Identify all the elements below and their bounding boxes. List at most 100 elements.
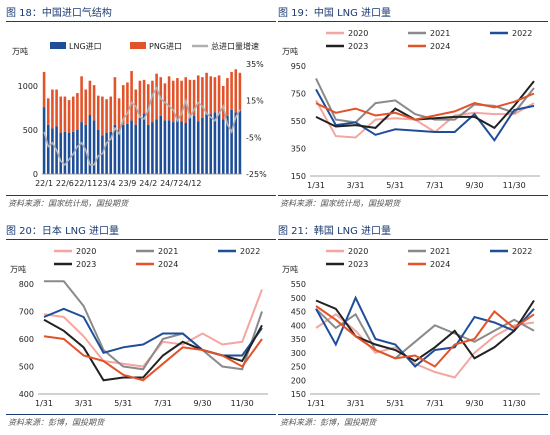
png-bar bbox=[221, 86, 225, 120]
lng-bar bbox=[46, 124, 50, 174]
legend-label: 2024 bbox=[430, 42, 450, 51]
series-line-2021 bbox=[315, 77, 535, 124]
x-tick-label: 5/31 bbox=[386, 181, 404, 190]
chart-china-gas-structure: 万吨 0 500 1000 35% 15% -5% -25% 22/1 22/6 22/11 23/4… bbox=[12, 41, 267, 188]
x-tick-label: 7/31 bbox=[426, 181, 444, 190]
legend-label: 2020 bbox=[348, 247, 368, 256]
y2-tick-label: -5% bbox=[246, 133, 262, 142]
panel-china-lng-import: 图 19：中国 LNG 进口量 万吨 150 350 550 750 950 1/31 3/3… bbox=[278, 4, 548, 214]
y-tick-label: 500 bbox=[19, 363, 34, 372]
lng-bar bbox=[163, 120, 167, 174]
series-line-2023 bbox=[315, 299, 535, 363]
lng-bar bbox=[226, 115, 229, 174]
x-tick-label: 3/31 bbox=[347, 181, 365, 190]
lng-bar bbox=[130, 120, 133, 174]
y-tick-label: 350 bbox=[291, 145, 306, 154]
lng-bar bbox=[96, 130, 100, 174]
png-bar bbox=[230, 71, 233, 110]
y-tick-label: 550 bbox=[291, 280, 306, 289]
y-tick-label: 500 bbox=[291, 294, 306, 303]
x-tick-label: 11/30 bbox=[231, 399, 254, 408]
x-tick-label: 24/7 bbox=[160, 179, 178, 188]
x-tick-label: 5/31 bbox=[386, 399, 404, 408]
legend-label: 2021 bbox=[430, 247, 450, 256]
png-bar bbox=[42, 71, 46, 108]
x-tick-label: 11/30 bbox=[503, 181, 526, 190]
x-tick-label: 3/31 bbox=[347, 399, 365, 408]
x-tick-label: 22/11 bbox=[74, 179, 97, 188]
legend-swatch bbox=[50, 42, 66, 49]
png-bar bbox=[76, 93, 79, 130]
png-bar bbox=[101, 96, 104, 136]
x-tick-label: 3/31 bbox=[75, 399, 93, 408]
png-bar bbox=[67, 100, 71, 133]
source-rule bbox=[278, 414, 548, 415]
x-tick-label: 1/31 bbox=[307, 181, 325, 190]
lng-bar bbox=[221, 119, 225, 174]
lng-bar bbox=[196, 121, 200, 174]
png-bar bbox=[142, 79, 146, 114]
png-bar bbox=[96, 95, 100, 130]
legend-label: 2023 bbox=[348, 260, 368, 269]
title-rule bbox=[278, 239, 548, 240]
lng-bar bbox=[201, 117, 204, 174]
png-bar bbox=[217, 75, 221, 113]
y-tick-label: 0 bbox=[33, 170, 38, 179]
source-note: 资料来源：彭博，国投期货 bbox=[280, 418, 376, 427]
png-bar bbox=[226, 78, 229, 116]
png-bar bbox=[151, 80, 154, 123]
lng-bar bbox=[109, 131, 113, 174]
png-bar bbox=[205, 72, 208, 115]
x-tick-label: 11/30 bbox=[503, 399, 526, 408]
series-line-2021 bbox=[44, 280, 263, 371]
lng-bar bbox=[121, 124, 125, 174]
source-rule bbox=[6, 414, 276, 415]
png-bar bbox=[51, 89, 54, 129]
source-rule bbox=[278, 195, 548, 196]
panel-title: 图 18：中国进口气结构 bbox=[6, 8, 112, 19]
x-tick-label: 5/31 bbox=[114, 399, 132, 408]
legend-label: 2024 bbox=[430, 260, 450, 269]
lng-bar bbox=[151, 122, 154, 174]
source-rule bbox=[6, 195, 276, 196]
y-tick-label: 450 bbox=[291, 308, 306, 317]
y-tick-label: 400 bbox=[19, 390, 34, 399]
png-bar bbox=[63, 96, 67, 132]
series-line-2020 bbox=[315, 99, 535, 139]
y-tick-label: 400 bbox=[291, 321, 306, 330]
chart-china-lng: 万吨 150 350 550 750 950 1/31 3/31 5/31 7/31 9/30 11/… bbox=[282, 29, 540, 190]
png-bar bbox=[55, 89, 58, 127]
lng-bar bbox=[88, 115, 92, 174]
png-bar bbox=[109, 96, 113, 132]
legend-label: 2021 bbox=[158, 247, 178, 256]
lng-bar bbox=[92, 120, 96, 174]
x-tick-label: 7/31 bbox=[154, 399, 172, 408]
legend-label: PNG进口 bbox=[149, 42, 182, 51]
panel-title: 图 19：中国 LNG 进口量 bbox=[278, 8, 392, 19]
y2-tick-label: -25% bbox=[246, 170, 267, 179]
y2-tick-label: 35% bbox=[246, 60, 264, 69]
lng-bar bbox=[142, 113, 146, 174]
lng-bar bbox=[209, 114, 213, 174]
y-tick-label: 750 bbox=[291, 90, 306, 99]
png-bar bbox=[155, 73, 158, 120]
y-axis-unit: 万吨 bbox=[282, 46, 298, 56]
y-tick-label: 700 bbox=[19, 308, 34, 317]
source-note: 资料来源：国家统计局，国投期货 bbox=[8, 199, 128, 208]
png-bar bbox=[201, 77, 204, 118]
lng-bar bbox=[63, 131, 67, 174]
lng-bar bbox=[138, 117, 142, 174]
y-tick-label: 200 bbox=[291, 376, 306, 385]
png-bar bbox=[126, 82, 129, 124]
chart-korea-lng: 万吨 150 200 250 300 350 400 450 500 550 1/31 3/31 5/3… bbox=[282, 247, 540, 408]
y-tick-label: 550 bbox=[291, 117, 306, 126]
source-note: 资料来源：国家统计局，国投期货 bbox=[280, 199, 400, 208]
lng-bar bbox=[113, 124, 117, 174]
y2-tick-label: 15% bbox=[246, 97, 264, 106]
y-axis-unit: 万吨 bbox=[12, 46, 28, 56]
lng-bar bbox=[180, 121, 183, 174]
png-bar bbox=[117, 98, 121, 130]
series-line-2021 bbox=[315, 308, 535, 360]
y-tick-label: 950 bbox=[291, 62, 306, 71]
lng-bar bbox=[230, 109, 233, 174]
